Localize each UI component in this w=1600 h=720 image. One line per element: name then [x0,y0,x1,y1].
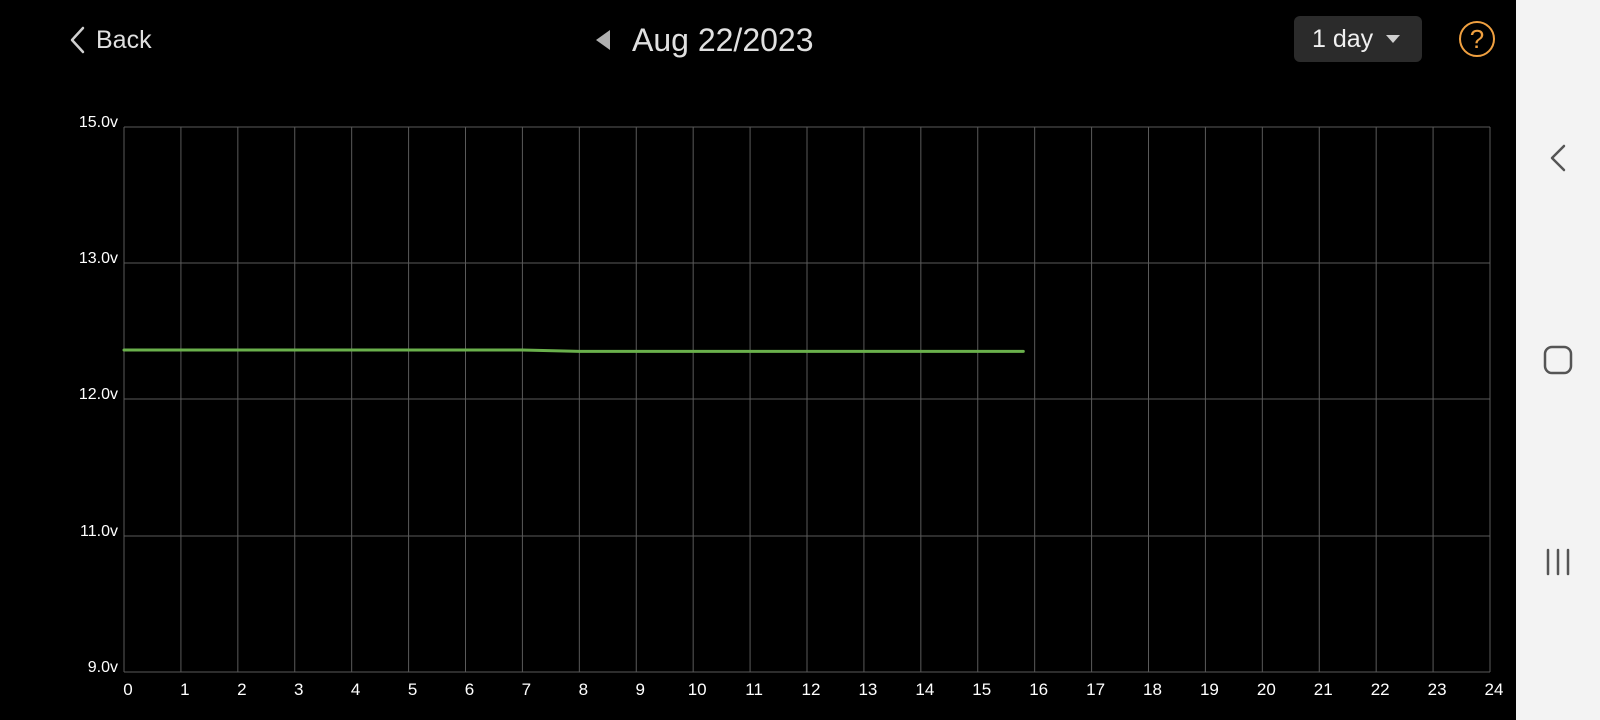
range-select-value: 1 day [1312,24,1374,53]
x-tick-label: 20 [1257,680,1276,699]
question-circle-icon: ? [1469,23,1485,54]
header: Back Aug 22/2023 1 day ? [0,0,1516,80]
nav-home-button[interactable] [1538,340,1578,380]
date-navigator: Aug 22/2023 [594,18,814,62]
nav-recents-button[interactable] [1538,542,1578,582]
help-button[interactable]: ? [1459,21,1495,57]
previous-date-button[interactable] [594,28,612,52]
y-tick-label: 13.0v [79,250,118,267]
triangle-left-icon [596,30,610,50]
x-tick-label: 16 [1029,680,1048,699]
x-tick-label: 13 [858,680,877,699]
voltage-history-screen: Back Aug 22/2023 1 day ? 0 1 2 3 4 5 6 7 8 9 10 11 1… [0,0,1516,699]
x-tick-label: 8 [579,680,588,699]
x-tick-label: 21 [1314,680,1333,699]
x-tick-label: 2 [237,680,246,699]
x-tick-label: 23 [1428,680,1447,699]
x-tick-label: 4 [351,680,360,699]
date-label: Aug 22/2023 [632,21,814,58]
voltage-chart: 0 1 2 3 4 5 6 7 8 9 10 11 12 13 14 15 16 17 18 19 20 21 22 23 24… [79,114,1504,699]
x-tick-label: 0 [123,680,132,699]
recents-nav-icon [1546,548,1570,576]
x-tick-label: 7 [522,680,531,699]
x-tick-label: 19 [1200,680,1219,699]
voltage-series-line [122,348,1025,353]
x-tick-label: 22 [1371,680,1390,699]
back-button[interactable]: Back [68,20,152,60]
y-tick-label: 15.0v [79,114,118,131]
x-tick-label: 1 [180,680,189,699]
x-tick-label: 11 [745,680,763,699]
x-tick-label: 24 [1485,680,1504,699]
chevron-left-icon [70,26,85,54]
y-tick-label: 12.0v [79,386,118,403]
y-tick-label: 11.0v [80,523,118,540]
range-select[interactable]: 1 day [1294,16,1422,62]
x-tick-label: 17 [1086,680,1105,699]
x-tick-label: 18 [1143,680,1162,699]
home-nav-icon [1543,345,1573,375]
nav-back-button[interactable] [1538,138,1578,178]
x-tick-label: 10 [688,680,707,699]
x-tick-label: 3 [294,680,303,699]
x-tick-label: 9 [636,680,645,699]
caret-down-icon [1386,35,1400,43]
back-nav-icon [1550,144,1566,172]
system-navigation-bar [1516,0,1600,720]
x-tick-label: 12 [802,680,821,699]
y-tick-label: 9.0v [88,659,118,676]
x-tick-label: 5 [408,680,417,699]
x-tick-label: 6 [465,680,474,699]
x-tick-label: 14 [915,680,934,699]
back-label: Back [96,25,152,54]
x-tick-label: 15 [972,680,991,699]
